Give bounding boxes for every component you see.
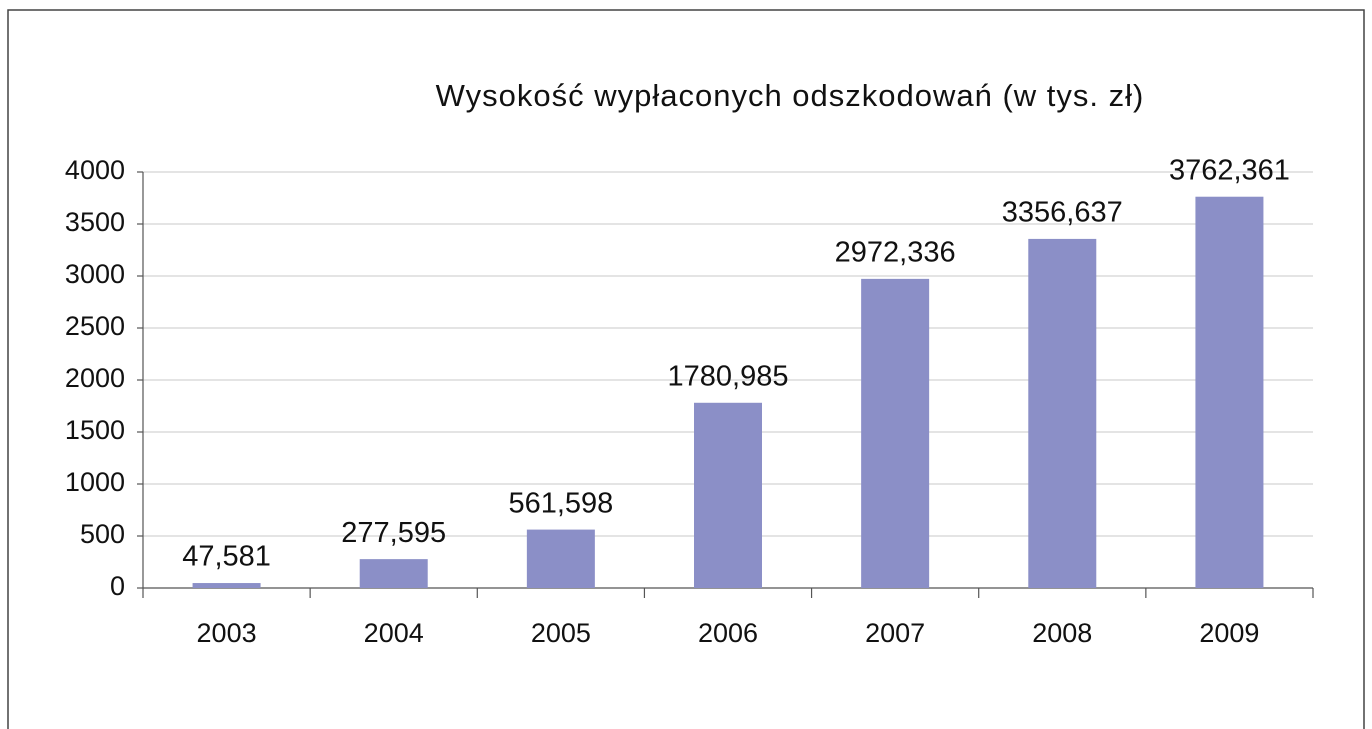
value-label: 3762,361 bbox=[1169, 154, 1290, 186]
value-label: 277,595 bbox=[341, 517, 446, 549]
bar bbox=[526, 529, 595, 588]
bar bbox=[1028, 238, 1097, 588]
bar bbox=[192, 583, 261, 588]
x-tick-label: 2005 bbox=[531, 618, 591, 648]
x-tick-label: 2004 bbox=[364, 618, 424, 648]
y-tick-label: 500 bbox=[80, 519, 125, 549]
y-tick-label: 4000 bbox=[65, 155, 125, 185]
bar bbox=[861, 278, 930, 588]
x-tick-label: 2008 bbox=[1032, 618, 1092, 648]
y-tick-label: 3000 bbox=[65, 259, 125, 289]
bar bbox=[359, 559, 428, 588]
y-tick-label: 0 bbox=[110, 571, 125, 601]
x-tick-label: 2007 bbox=[865, 618, 925, 648]
bar bbox=[1195, 196, 1264, 588]
x-tick-label: 2009 bbox=[1199, 618, 1259, 648]
frame bbox=[7, 9, 1365, 729]
x-tick-label: 2006 bbox=[698, 618, 758, 648]
x-tick-label: 2003 bbox=[197, 618, 257, 648]
value-label: 47,581 bbox=[182, 541, 271, 573]
y-tick-label: 3500 bbox=[65, 207, 125, 237]
bar bbox=[694, 402, 762, 588]
value-label: 561,598 bbox=[508, 487, 613, 519]
chart-title: Wysokość wypłaconych odszkodowań (w tys.… bbox=[436, 78, 1145, 113]
y-tick-label: 2000 bbox=[65, 363, 125, 393]
y-tick-label: 2500 bbox=[65, 311, 125, 341]
value-label: 3356,637 bbox=[1002, 197, 1123, 229]
value-label: 1780,985 bbox=[668, 360, 789, 392]
value-label: 2972,336 bbox=[835, 237, 956, 269]
y-tick-label: 1500 bbox=[65, 415, 125, 445]
y-tick-label: 1000 bbox=[65, 467, 125, 497]
